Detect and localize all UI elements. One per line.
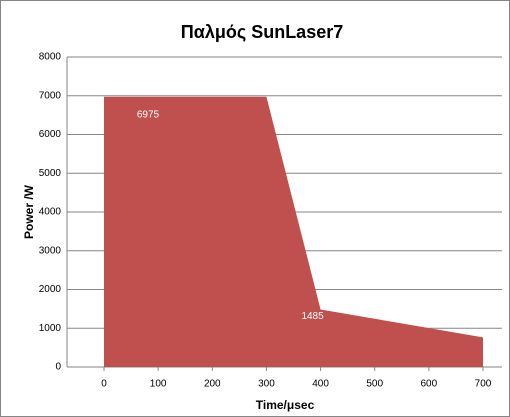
x-tick-label: 500 (366, 379, 383, 390)
area (104, 96, 483, 367)
x-tick-label: 300 (258, 379, 275, 390)
y-tick-label: 3000 (39, 245, 62, 256)
data-label: 1485 (301, 311, 324, 322)
y-tick-label: 0 (55, 362, 61, 373)
x-axis-label: Time/μsec (256, 398, 315, 412)
y-tick-label: 2000 (39, 284, 62, 295)
x-tick-label: 100 (150, 379, 167, 390)
y-tick-label: 5000 (39, 168, 62, 179)
x-tick-label: 200 (204, 379, 221, 390)
y-tick-label: 1000 (39, 323, 62, 334)
x-tick-label: 700 (475, 379, 492, 390)
data-label: 765 (463, 317, 480, 328)
y-tick-label: 6000 (39, 129, 62, 140)
y-axis-label: Power /W (22, 184, 36, 239)
x-tick-label: 0 (101, 379, 107, 390)
data-label: 6975 (137, 109, 160, 120)
chart-title: Παλμός SunLaser7 (181, 22, 343, 42)
y-tick-label: 7000 (39, 90, 62, 101)
x-tick-label: 600 (421, 379, 438, 390)
y-tick-label: 4000 (39, 207, 62, 218)
y-tick-label: 8000 (39, 52, 62, 63)
x-tick-label: 400 (312, 379, 329, 390)
